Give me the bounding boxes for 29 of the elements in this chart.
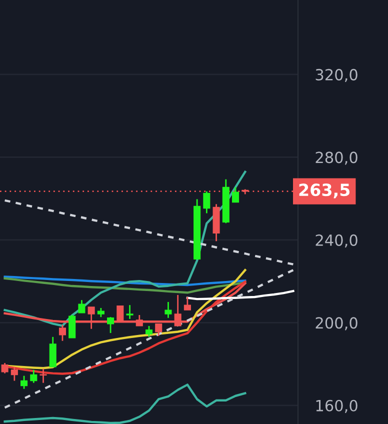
candlestick — [58, 324, 66, 342]
candlestick — [107, 316, 114, 334]
candlestick — [20, 375, 28, 390]
candlestick — [49, 336, 56, 368]
line-series — [186, 290, 294, 300]
candlestick — [78, 299, 86, 314]
candlestick — [30, 369, 38, 384]
candlestick — [184, 296, 191, 311]
candlestick — [203, 190, 210, 214]
y-tick-label: 280,0 — [316, 152, 358, 165]
line-series — [4, 276, 246, 286]
y-tick-label: 160,0 — [316, 400, 358, 413]
candlestick — [10, 366, 18, 382]
y-tick-label: 200,0 — [316, 317, 358, 330]
candlestick — [145, 325, 153, 338]
line-series — [4, 170, 246, 327]
candlestick — [126, 304, 134, 320]
line-series — [4, 269, 294, 409]
ref-line-label: 263,5 — [299, 184, 350, 198]
y-tick-label: 320,0 — [316, 68, 358, 82]
candlestick — [40, 368, 47, 384]
candlestick — [232, 186, 240, 203]
candlestick — [1, 362, 8, 374]
y-tick-label: 240,0 — [316, 234, 358, 248]
line-series — [4, 199, 294, 266]
candlestick — [68, 314, 76, 339]
candlestick — [164, 301, 172, 319]
candlestick — [97, 307, 104, 318]
line-series — [4, 384, 246, 424]
